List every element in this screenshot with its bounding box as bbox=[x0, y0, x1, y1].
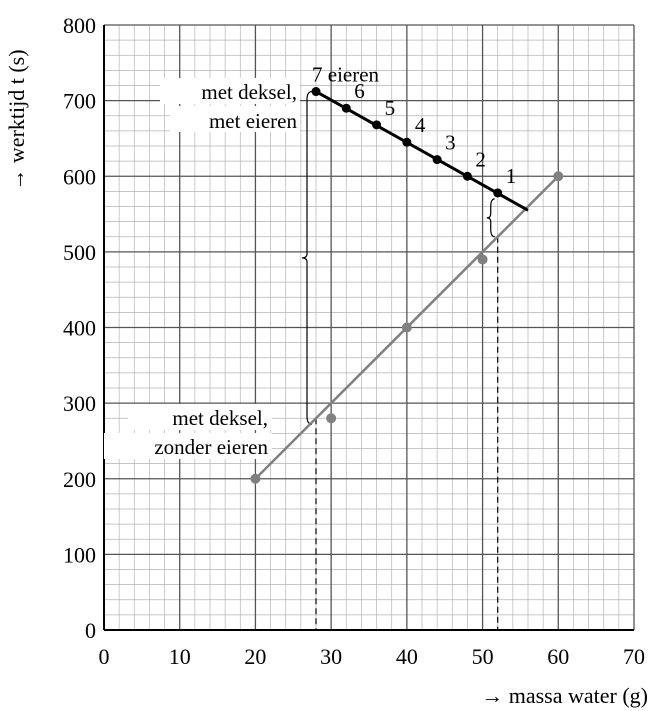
x-tick-label: 70 bbox=[623, 644, 645, 669]
data-point-met-eieren bbox=[372, 120, 382, 130]
x-tick-label: 30 bbox=[320, 644, 342, 669]
y-axis-label: → werktijd t (s) bbox=[4, 49, 29, 190]
data-point-met-eieren bbox=[341, 103, 351, 113]
data-point-met-eieren bbox=[402, 137, 412, 147]
y-tick-label: 0 bbox=[85, 618, 96, 643]
data-point-met-eieren bbox=[462, 171, 472, 181]
data-point-met-eieren bbox=[493, 188, 503, 198]
x-tick-label: 10 bbox=[169, 644, 191, 669]
x-tick-label: 20 bbox=[244, 644, 266, 669]
label-bg bbox=[104, 433, 272, 459]
point-label: 2 bbox=[475, 147, 486, 171]
series-line-met-eieren bbox=[315, 90, 529, 212]
y-tick-label: 800 bbox=[63, 13, 96, 38]
x-tick-label: 40 bbox=[396, 644, 418, 669]
x-axis-label: → massa water (g) bbox=[481, 683, 648, 708]
data-points bbox=[250, 87, 564, 484]
data-point-zonder-eieren bbox=[401, 322, 412, 333]
data-point-zonder-eieren bbox=[553, 171, 564, 182]
point-label: 3 bbox=[445, 131, 456, 155]
point-label: 4 bbox=[415, 113, 426, 137]
data-point-zonder-eieren bbox=[326, 413, 337, 424]
x-tick-label: 60 bbox=[547, 644, 569, 669]
data-point-met-eieren bbox=[432, 155, 442, 165]
y-tick-labels: 0 100 200 300 400 500 600 700 800 bbox=[63, 13, 96, 643]
series-label-met-eieren-line1: met deksel, bbox=[201, 80, 297, 104]
large-brace bbox=[301, 90, 313, 425]
y-tick-label: 500 bbox=[63, 240, 96, 265]
x-tick-label: 50 bbox=[472, 644, 494, 669]
series-label-met-eieren-line2: met eieren bbox=[209, 109, 298, 133]
data-point-zonder-eieren bbox=[477, 254, 488, 265]
x-tick-labels: 0 10 20 30 40 50 60 70 bbox=[99, 644, 646, 669]
point-label: 5 bbox=[385, 96, 396, 120]
x-tick-label: 0 bbox=[99, 644, 110, 669]
series-label-zonder-eieren-line1: met deksel, bbox=[172, 406, 268, 430]
y-tick-label: 400 bbox=[63, 316, 96, 341]
y-tick-label: 100 bbox=[63, 542, 96, 567]
axes bbox=[103, 25, 634, 631]
data-point-met-eieren bbox=[311, 87, 321, 97]
y-tick-label: 200 bbox=[63, 467, 96, 492]
label-bg bbox=[128, 404, 272, 430]
label-bg bbox=[170, 106, 300, 132]
y-tick-label: 300 bbox=[63, 391, 96, 416]
y-tick-label: 700 bbox=[63, 89, 96, 114]
point-label: 7 eieren bbox=[312, 63, 380, 87]
label-bg bbox=[160, 78, 300, 104]
small-brace bbox=[486, 198, 495, 238]
point-label: 1 bbox=[506, 164, 517, 188]
data-point-zonder-eieren bbox=[250, 473, 261, 484]
series-label-zonder-eieren-line2: zonder eieren bbox=[154, 435, 268, 459]
point-label: 6 bbox=[354, 79, 365, 103]
y-tick-label: 600 bbox=[63, 164, 96, 189]
